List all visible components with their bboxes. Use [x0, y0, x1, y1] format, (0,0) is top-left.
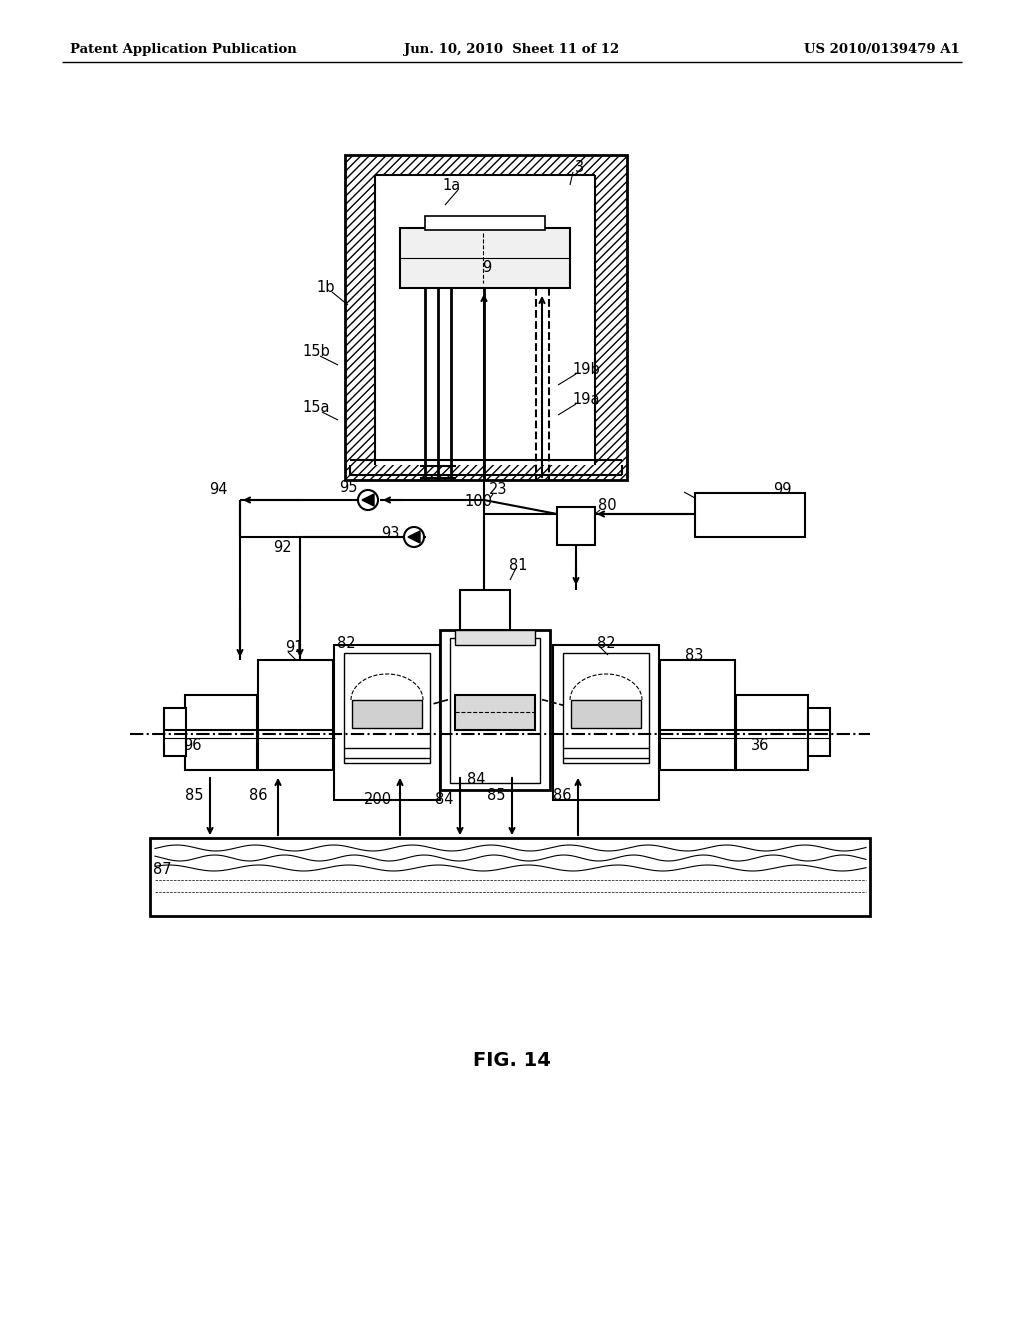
Text: 83: 83 [685, 648, 703, 663]
Bar [425, 216, 545, 230]
Bar [334, 645, 440, 800]
Text: 36: 36 [751, 738, 769, 752]
Polygon shape [408, 531, 420, 543]
Polygon shape [362, 494, 374, 506]
Bar [695, 492, 805, 537]
Text: 94: 94 [209, 483, 227, 498]
Text: 200: 200 [364, 792, 392, 808]
Bar [150, 838, 870, 916]
Text: US 2010/0139479 A1: US 2010/0139479 A1 [804, 44, 961, 57]
Text: 15a: 15a [302, 400, 330, 416]
Text: 92: 92 [272, 540, 291, 556]
Circle shape [404, 527, 424, 546]
Text: 3: 3 [575, 161, 585, 176]
Bar [345, 154, 627, 480]
Bar [571, 700, 641, 729]
Text: 15b: 15b [302, 345, 330, 359]
Bar [808, 708, 830, 756]
Bar [660, 660, 735, 770]
Bar [344, 653, 430, 763]
Text: 86: 86 [249, 788, 267, 804]
Text: 9: 9 [482, 260, 492, 276]
Bar [455, 630, 535, 645]
Bar [736, 696, 808, 770]
Text: 100: 100 [464, 495, 492, 510]
Text: 85: 85 [486, 788, 505, 804]
Text: Patent Application Publication: Patent Application Publication [70, 44, 297, 57]
Bar [375, 176, 595, 465]
Text: 86: 86 [553, 788, 571, 804]
Bar [553, 645, 659, 800]
Bar [455, 696, 535, 730]
Bar [352, 700, 422, 729]
Text: 93: 93 [381, 527, 399, 541]
Bar [557, 507, 595, 545]
Text: 84: 84 [435, 792, 454, 808]
Bar [164, 708, 186, 756]
Text: 82: 82 [597, 635, 615, 651]
Text: 23: 23 [488, 483, 507, 498]
Bar [450, 638, 540, 783]
Text: 84: 84 [467, 772, 485, 788]
Bar [440, 630, 550, 789]
Text: 19b: 19b [572, 363, 600, 378]
Bar [563, 653, 649, 763]
Text: 1a: 1a [442, 177, 461, 193]
Text: 87: 87 [153, 862, 171, 878]
Text: Jun. 10, 2010  Sheet 11 of 12: Jun. 10, 2010 Sheet 11 of 12 [404, 44, 620, 57]
Text: 80: 80 [598, 499, 616, 513]
Text: 91: 91 [285, 640, 303, 656]
Text: 81: 81 [509, 557, 527, 573]
Text: 82: 82 [337, 635, 355, 651]
Text: 19a: 19a [572, 392, 600, 408]
Circle shape [358, 490, 378, 510]
Bar [460, 590, 510, 630]
Text: 99: 99 [773, 483, 792, 498]
Text: 85: 85 [184, 788, 203, 804]
Bar [400, 228, 570, 288]
Bar [185, 696, 257, 770]
Bar [258, 660, 333, 770]
Text: 95: 95 [339, 480, 357, 495]
Text: 96: 96 [182, 738, 202, 752]
Text: FIG. 14: FIG. 14 [473, 1051, 551, 1069]
Bar [345, 154, 627, 480]
Text: 1b: 1b [316, 281, 335, 296]
